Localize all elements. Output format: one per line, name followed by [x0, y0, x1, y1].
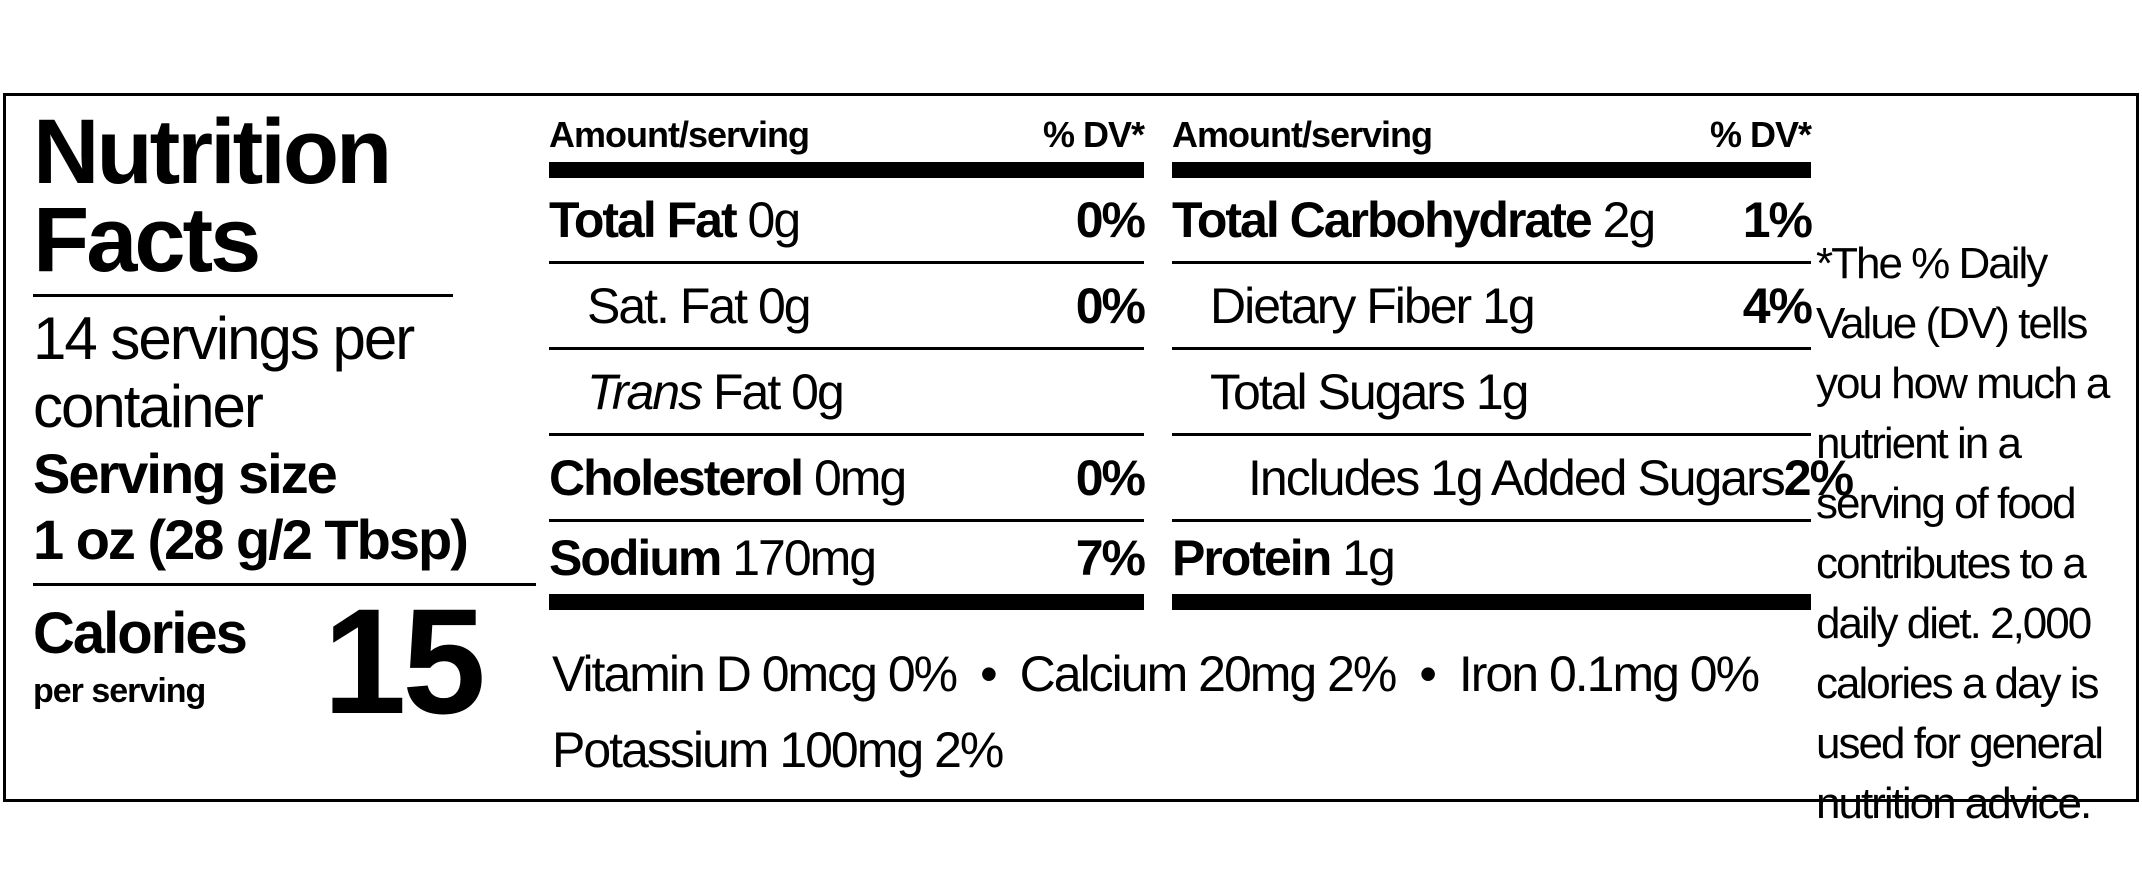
nutrient-column: Amount/serving % DV* Total Carbohydrate 2g…	[1172, 108, 1854, 610]
nutrient-dv: 0%	[1075, 191, 1146, 248]
nutrient: Cholesterol 0mg	[549, 449, 907, 507]
nutrient-row: Total Sugars 1g	[1172, 350, 1811, 436]
nutrition-label: Nutrition Facts 14 servings per containe…	[3, 93, 2139, 828]
vitamin: Calcium 20mg 2%	[1019, 646, 1398, 702]
nutrient: Total Sugars 1g	[1172, 363, 1530, 421]
nutrient-amount: 0g	[757, 277, 812, 334]
nutrient-amount: 1g	[1482, 277, 1536, 334]
nutrient-row: Sodium 170mg 7%	[549, 522, 1146, 610]
dv-header: % DV*	[1042, 114, 1145, 155]
nutrient-row: Dietary Fiber 1g 4%	[1172, 264, 1813, 350]
nutrient-dv: 0%	[1075, 449, 1146, 506]
nutrient: Sodium 170mg	[549, 529, 877, 587]
calories-label: Calories	[33, 601, 248, 666]
left-panel: Nutrition Facts 14 servings per containe…	[33, 106, 536, 736]
nutrient-row: Cholesterol 0mg 0%	[549, 436, 1146, 522]
servings: 14 servings per container	[33, 305, 415, 440]
nutrient: Includes 1g Added Sugars	[1172, 449, 1786, 507]
calories-sub: per serving	[33, 672, 206, 710]
nutrient-row: Protein 1g	[1172, 522, 1811, 610]
nutrient-dv: 0%	[1075, 277, 1146, 334]
nutrient: Dietary Fiber 1g	[1172, 277, 1536, 335]
nutrient-amount: 0mg	[813, 449, 907, 506]
serving-size-label: Serving size	[33, 442, 338, 505]
amount-header: Amount/serving	[1172, 114, 1433, 155]
nutrient-row: Total Carbohydrate 2g 1%	[1172, 178, 1813, 264]
nutrient-amount: 0g	[791, 363, 845, 420]
vitamins: Vitamin D 0mcg 0% • Calcium 20mg 2% • Iron 0…	[552, 636, 1760, 788]
nutrient-row: Trans Fat 0g	[549, 350, 1144, 436]
column-header: Amount/serving % DV*	[1172, 108, 1812, 178]
vitamin: Iron 0.1mg 0%	[1458, 646, 1760, 702]
nutrient-dv: 4%	[1742, 277, 1813, 334]
nutrient-name: Total Carbohydrate	[1172, 191, 1593, 248]
nutrient-name: Protein	[1172, 530, 1332, 586]
dv-header: % DV*	[1709, 114, 1812, 155]
vitamin-line: Potassium 100mg 2%	[552, 712, 1758, 788]
title: Nutrition Facts	[33, 106, 453, 297]
nutrient-name: Total Fat	[549, 191, 738, 248]
nutrient-name: Sodium	[549, 530, 722, 586]
bullet: •	[1419, 646, 1436, 702]
nutrient: Protein 1g	[1172, 529, 1396, 587]
nutrient-name: Cholesterol	[549, 449, 804, 506]
nutrient-name: Sat. Fat	[587, 277, 748, 334]
vitamin: Vitamin D 0mcg 0%	[552, 646, 958, 702]
vitamin-line: Vitamin D 0mcg 0% • Calcium 20mg 2% • Iron 0…	[552, 636, 1760, 712]
nutrient-amount: 170mg	[732, 530, 877, 586]
nutrient-amount: 1g	[1475, 363, 1530, 420]
nutrient-dv: 2%	[1783, 449, 1854, 506]
calories-block: Calories per serving 15	[33, 586, 536, 736]
nutrient-amount: 1g	[1342, 530, 1396, 586]
nutrient: Sat. Fat 0g	[549, 277, 812, 335]
column-header: Amount/serving % DV*	[549, 108, 1145, 178]
nutrient-name: Fat	[713, 363, 781, 420]
nutrient-dv: 1%	[1742, 191, 1813, 248]
nutrient-name: Dietary Fiber	[1210, 277, 1472, 334]
footnote: *The % Daily Value (DV) tells you how mu…	[1816, 239, 2110, 828]
nutrient: Total Carbohydrate 2g	[1172, 191, 1657, 249]
nutrient: Total Fat 0g	[549, 191, 802, 249]
nutrient-name: Total Sugars	[1210, 363, 1466, 420]
nutrient-row: Includes 1g Added Sugars 2%	[1172, 436, 1854, 522]
nutrient-row: Total Fat 0g 0%	[549, 178, 1146, 264]
nutrient-dv: 7%	[1075, 530, 1146, 586]
nutrient-column: Amount/serving% DV* Total Fat 0g 0% Sat. Fa…	[549, 108, 1146, 610]
nutrient-row: Sat. Fat 0g 0%	[549, 264, 1146, 350]
nutrient-name: Includes 1g Added Sugars	[1248, 449, 1786, 506]
serving-size: 1 oz (28 g/2 Tbsp)	[33, 507, 536, 586]
nutrient-amount: 2g	[1602, 191, 1657, 248]
vitamin: Potassium 100mg 2%	[552, 722, 1004, 778]
nutrient: Trans Fat 0g	[549, 363, 845, 421]
nutrient-amount: 0g	[747, 191, 802, 248]
calories: 15	[323, 577, 486, 745]
amount-header: Amount/serving	[549, 114, 810, 155]
bullet: •	[980, 646, 997, 702]
nutrient-name-italic: Trans	[587, 363, 703, 420]
